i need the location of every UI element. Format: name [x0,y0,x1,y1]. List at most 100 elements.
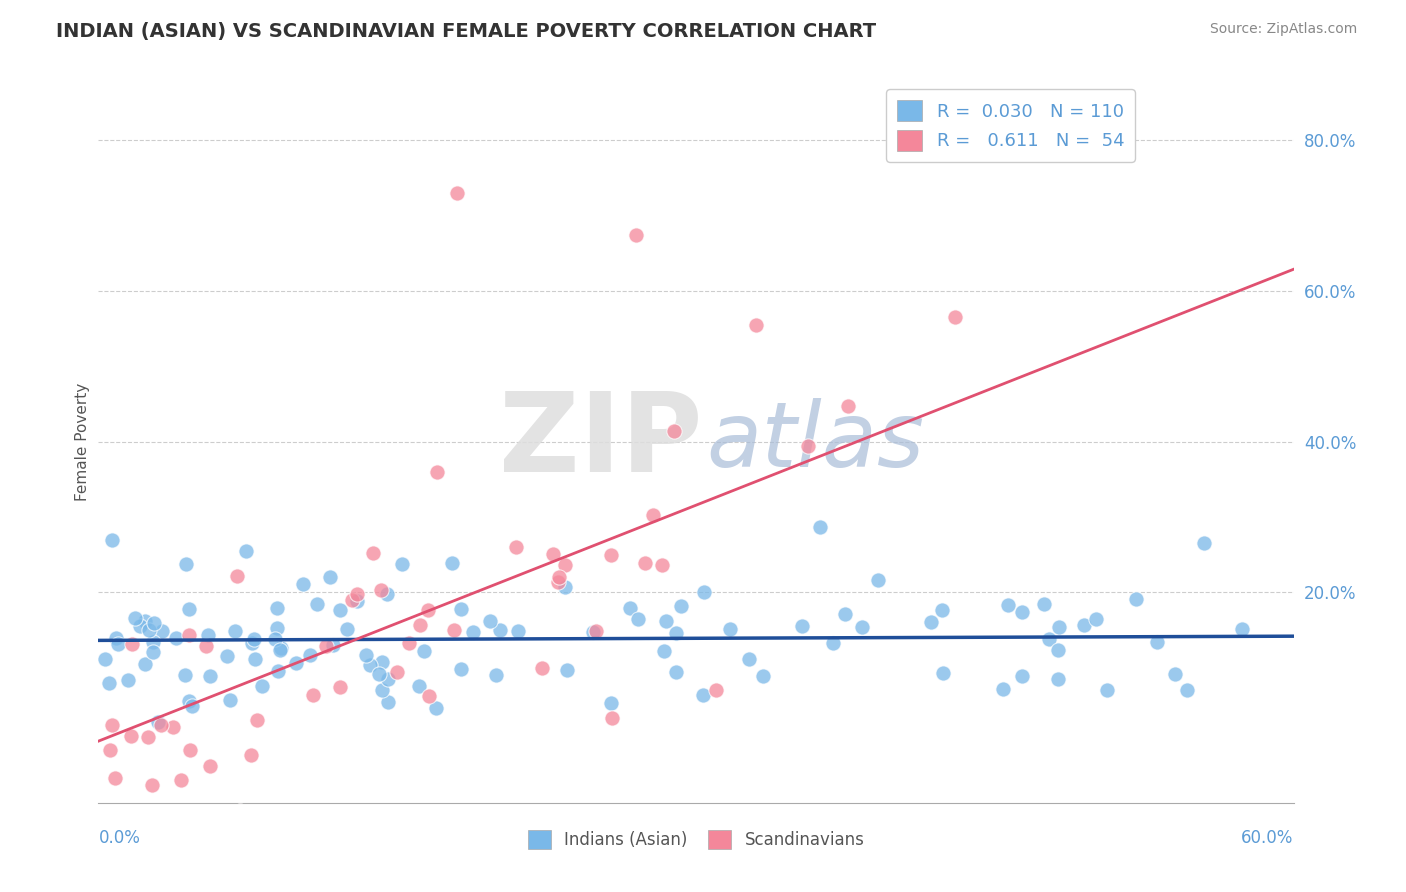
Point [368,666,391,681]
Point [264,632,287,647]
Point [180,699,202,714]
Point [485,668,508,682]
Point [425,700,447,714]
Point [239,748,262,763]
Point [1163,666,1185,681]
Point [1011,669,1033,683]
Point [426,465,449,479]
Point [120,729,142,743]
Point [643,508,665,523]
Point [1095,683,1118,698]
Point [170,773,193,788]
Point [745,318,768,332]
Point [450,601,472,615]
Point [134,657,156,672]
Point [797,439,820,453]
Point [235,544,257,558]
Point [319,570,342,584]
Point [450,662,472,676]
Point [138,623,160,637]
Point [634,556,657,570]
Point [752,668,775,682]
Point [354,648,377,662]
Point [651,558,673,573]
Point [179,743,201,757]
Point [461,624,484,639]
Text: 0.0%: 0.0% [98,829,141,847]
Point [1232,622,1254,636]
Point [250,679,273,693]
Point [531,661,554,675]
Point [129,618,152,632]
Point [307,597,329,611]
Point [329,680,352,694]
Point [932,666,955,681]
Point [270,641,292,656]
Point [224,624,246,639]
Point [851,620,873,634]
Point [371,655,394,669]
Point [547,574,569,589]
Point [737,651,759,665]
Point [920,615,942,630]
Text: Source: ZipAtlas.com: Source: ZipAtlas.com [1209,22,1357,37]
Point [1192,536,1215,550]
Point [1011,605,1033,619]
Point [165,631,187,645]
Point [385,665,408,680]
Point [243,632,266,646]
Point [245,652,267,666]
Point [246,713,269,727]
Point [599,697,621,711]
Point [340,592,363,607]
Point [665,665,688,679]
Point [146,714,169,729]
Point [179,602,201,616]
Point [808,520,831,534]
Point [336,622,359,636]
Point [619,601,641,615]
Point [446,186,468,201]
Point [585,624,607,638]
Point [138,730,160,744]
Point [195,639,218,653]
Point [991,681,1014,696]
Point [582,624,605,639]
Point [478,614,501,628]
Point [179,694,201,708]
Point [266,601,288,615]
Point [943,310,966,325]
Point [409,618,432,632]
Point [121,637,143,651]
Point [837,399,859,413]
Point [101,533,124,548]
Point [600,711,623,725]
Point [142,615,165,630]
Point [1084,612,1107,626]
Point [553,558,575,572]
Point [718,623,741,637]
Point [302,688,325,702]
Point [821,636,844,650]
Point [704,682,727,697]
Point [488,623,510,637]
Point [267,664,290,678]
Point [557,664,579,678]
Point [506,624,529,638]
Point [315,639,337,653]
Point [148,822,170,836]
Point [174,557,197,571]
Point [692,688,714,702]
Point [104,632,127,646]
Point [370,583,392,598]
Point [1046,643,1069,657]
Point [200,668,222,682]
Point [1146,635,1168,649]
Point [97,676,120,690]
Point [834,607,856,621]
Point [229,804,252,818]
Point [266,621,288,635]
Point [790,619,813,633]
Point [166,808,188,822]
Point [269,642,291,657]
